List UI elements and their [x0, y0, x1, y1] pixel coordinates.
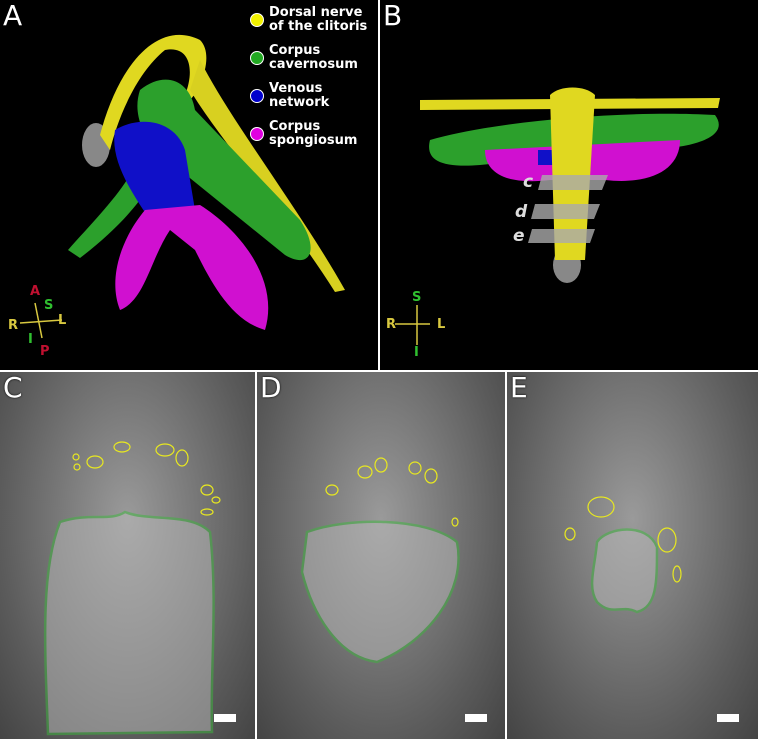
legend-item: Venous network	[250, 82, 367, 110]
slice-plane-e	[528, 229, 595, 243]
panel-c-micrograph	[43, 441, 221, 736]
venous-shape	[114, 121, 195, 220]
axis-label-right: R	[386, 317, 397, 332]
panel-label: C	[3, 372, 23, 404]
axis-label-superior: S	[44, 298, 54, 313]
scale-bar	[214, 714, 236, 722]
panel-d-micrograph	[300, 457, 460, 664]
corpus-outline	[300, 520, 460, 664]
legend-label: Corpus	[269, 119, 321, 134]
panel-e: E	[507, 372, 758, 739]
panel-d: D	[257, 372, 505, 739]
panel-label: D	[260, 372, 282, 404]
legend-item: Corpus spongiosum	[250, 120, 367, 148]
axis-label-superior: S	[412, 290, 422, 305]
cavernosum-shape	[137, 79, 311, 261]
legend-item: Corpus cavernosum	[250, 44, 367, 72]
panel-e-micrograph	[564, 496, 682, 614]
legend-label: of the clitoris	[269, 19, 368, 34]
nerve-shape	[100, 34, 207, 150]
slice-plane-d	[531, 204, 600, 219]
slice-label-c: c	[523, 172, 534, 192]
slice-label-d: d	[515, 202, 528, 222]
scale-bar	[465, 714, 487, 722]
slice-plane-c	[538, 175, 608, 190]
axis-label-right: R	[8, 318, 19, 333]
legend-dot-yellow	[250, 13, 264, 27]
panel-a: A Dorsal nerve of the clitoris Corpus cave…	[0, 0, 378, 370]
axis-label-inferior: I	[28, 332, 33, 347]
panel-label: B	[383, 0, 403, 32]
legend-label: cavernosum	[269, 57, 358, 72]
axis-label-anterior: A	[30, 284, 41, 299]
scale-bar	[717, 714, 739, 722]
panel-label: A	[3, 0, 23, 32]
legend-dot-blue	[250, 89, 264, 103]
cavernosum-shape	[68, 175, 150, 258]
corpus-outline	[590, 528, 659, 614]
legend-item: Dorsal nerve of the clitoris	[250, 6, 367, 34]
legend: Dorsal nerve of the clitoris Corpus cavern…	[250, 6, 367, 158]
axis-label-inferior: I	[414, 345, 419, 360]
axis-label-left: L	[437, 317, 446, 332]
axis-label-posterior: P	[40, 344, 50, 359]
panel-b: B c d e S R L I	[380, 0, 758, 370]
panel-a-render	[19, 34, 345, 339]
legend-label: Corpus	[269, 43, 321, 58]
panel-c: C	[0, 372, 255, 739]
panel-label: E	[510, 372, 528, 404]
legend-dot-magenta	[250, 127, 264, 141]
legend-label: spongiosum	[269, 133, 358, 148]
axis-label-left: L	[58, 313, 67, 328]
slice-label-e: e	[513, 226, 525, 246]
nerve-outlines	[564, 496, 682, 583]
nerve-outlines	[325, 457, 459, 527]
corpus-outline	[43, 510, 215, 736]
spongiosum-shape	[115, 205, 269, 330]
legend-label: Venous	[269, 81, 323, 96]
legend-label: network	[269, 95, 330, 110]
panel-b-render	[395, 87, 720, 345]
legend-label: Dorsal nerve	[269, 5, 363, 20]
nerve-outlines	[72, 441, 221, 516]
legend-dot-green	[250, 51, 264, 65]
